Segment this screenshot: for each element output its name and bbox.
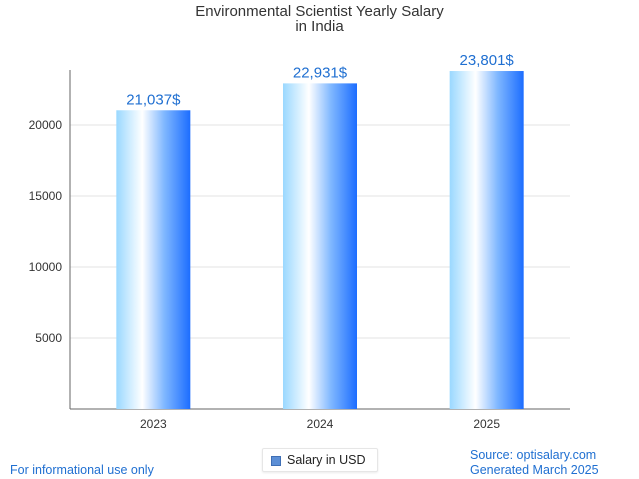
- x-tick-label-2024: 2024: [307, 417, 334, 431]
- y-tick-label-10000: 10000: [29, 260, 63, 274]
- chart-subtitle: in India: [295, 18, 344, 35]
- source-link[interactable]: Source: optisalary.com: [470, 448, 597, 462]
- y-tick-label-20000: 20000: [29, 118, 63, 132]
- data-label-2025: 23,801$: [460, 52, 515, 69]
- legend-swatch: [271, 456, 281, 466]
- bar-2024: [283, 83, 357, 410]
- data-label-2024: 22,931$: [293, 64, 348, 81]
- chart-title: Environmental Scientist Yearly Salary: [195, 3, 444, 20]
- chart-legend[interactable]: Salary in USD: [262, 448, 378, 472]
- bar-2025: [449, 71, 524, 409]
- generated-date: Generated March 2025: [470, 463, 599, 477]
- x-tick-label-2025: 2025: [473, 417, 500, 431]
- y-tick-label-15000: 15000: [29, 189, 63, 203]
- data-label-2023: 21,037$: [126, 91, 181, 108]
- disclaimer-text: For informational use only: [10, 463, 154, 477]
- legend-label: Salary in USD: [287, 453, 366, 467]
- bar-2023: [116, 110, 191, 409]
- x-tick-label-2023: 2023: [140, 417, 167, 431]
- y-tick-label-5000: 5000: [35, 331, 62, 345]
